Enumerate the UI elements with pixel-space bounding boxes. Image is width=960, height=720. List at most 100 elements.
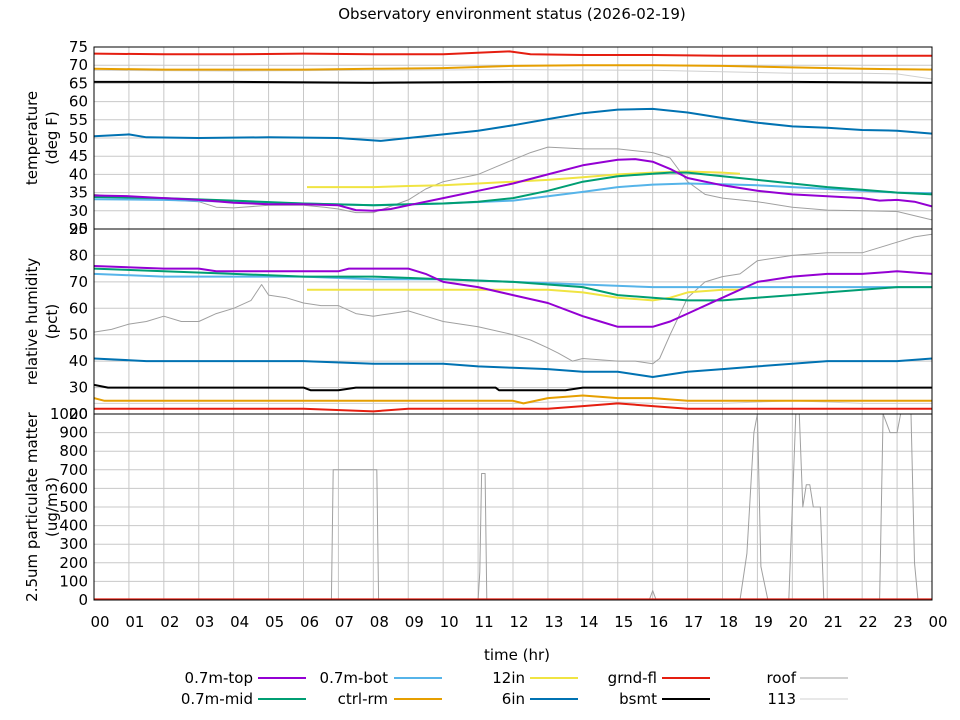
- humidity-series-113: [94, 400, 932, 404]
- humidity-y-tick-label-70: 70: [69, 273, 88, 291]
- x-tick-label-19: 19: [754, 613, 773, 631]
- panel-humidity: 20 30 40 50 60 70 80 90 relative humidity (pct): [23, 220, 933, 423]
- temperature-series-roof: [94, 146, 932, 221]
- x-tick-label-6: 06: [300, 613, 319, 631]
- humidity-series-roof: [94, 233, 932, 365]
- temperature-y-tick-label-75: 75: [69, 38, 88, 56]
- particulate-y-axis-title-line-2: (ug/m3): [43, 477, 61, 537]
- temperature-series-12in: [307, 170, 741, 189]
- legend-item-6in: 6in: [502, 690, 578, 708]
- x-tick-label-8: 08: [370, 613, 389, 631]
- legend-label-12in: 12in: [492, 669, 525, 687]
- x-tick-label-7: 07: [335, 613, 354, 631]
- x-tick-label-1: 01: [125, 613, 144, 631]
- temperature-y-axis-title-line-1: temperature: [23, 91, 41, 185]
- humidity-series-group: [94, 233, 932, 413]
- x-tick-label-13: 13: [544, 613, 563, 631]
- legend-item-roof: roof: [767, 669, 848, 687]
- chart-title: Observatory environment status (2026-02-…: [338, 5, 686, 23]
- humidity-y-tick-label-20: 20: [69, 405, 88, 423]
- x-tick-label-5: 05: [265, 613, 284, 631]
- legend-item-bsmt: bsmt: [619, 690, 710, 708]
- x-tick-label-11: 11: [475, 613, 494, 631]
- legend-label-0.7m-top: 0.7m-top: [185, 669, 253, 687]
- temperature-y-tick-label-40: 40: [69, 165, 88, 183]
- particulate-y-tick-label-700: 700: [59, 461, 88, 479]
- humidity-series-6in: [94, 357, 932, 378]
- chart-legend: 0.7m-top 0.7m-mid 0.7m-bot ctrl-rm 12in 6in gr…: [181, 669, 848, 708]
- x-tick-label-16: 16: [649, 613, 668, 631]
- legend-label-0.7m-mid: 0.7m-mid: [181, 690, 253, 708]
- legend-label-grnd-fl: grnd-fl: [608, 669, 657, 687]
- legend-item-12in: 12in: [492, 669, 578, 687]
- x-tick-label-18: 18: [719, 613, 738, 631]
- temperature-series-0.7m-top: [94, 158, 932, 212]
- legend-item-0.7m-bot: 0.7m-bot: [320, 669, 442, 687]
- temperature-series-113: [94, 69, 932, 80]
- x-tick-label-20: 20: [789, 613, 808, 631]
- x-tick-label-23: 23: [894, 613, 913, 631]
- legend-item-ctrl-rm: ctrl-rm: [338, 690, 442, 708]
- legend-label-bsmt: bsmt: [619, 690, 657, 708]
- particulate-y-tick-label-500: 500: [59, 498, 88, 516]
- humidity-series-bsmt: [94, 383, 932, 392]
- legend-label-6in: 6in: [502, 690, 525, 708]
- x-tick-label-24: 00: [928, 613, 947, 631]
- humidity-y-tick-label-60: 60: [69, 299, 88, 317]
- legend-label-roof: roof: [767, 669, 797, 687]
- particulate-y-tick-label-100: 100: [59, 572, 88, 590]
- humidity-y-axis-title-line-2: (pct): [43, 304, 61, 339]
- particulate-y-tick-label-400: 400: [59, 517, 88, 535]
- particulate-y-tick-label-300: 300: [59, 535, 88, 553]
- temperature-series-grnd-fl: [94, 50, 932, 57]
- x-tick-label-10: 10: [440, 613, 459, 631]
- temperature-series-6in: [94, 107, 932, 142]
- temperature-y-tick-label-55: 55: [69, 111, 88, 129]
- x-tick-label-3: 03: [195, 613, 214, 631]
- temperature-y-tick-label-25: 25: [69, 220, 88, 238]
- x-axis-title: time (hr): [484, 646, 550, 664]
- temperature-y-tick-label-35: 35: [69, 184, 88, 202]
- temperature-y-tick-label-30: 30: [69, 202, 88, 220]
- x-tick-label-15: 15: [614, 613, 633, 631]
- legend-label-ctrl-rm: ctrl-rm: [338, 690, 388, 708]
- legend-item-0.7m-top: 0.7m-top: [185, 669, 306, 687]
- humidity-y-tick-label-80: 80: [69, 246, 88, 264]
- humidity-series-0.7m-top: [94, 265, 932, 328]
- temperature-y-tick-label-60: 60: [69, 93, 88, 111]
- humidity-y-tick-label-90: 90: [69, 220, 88, 238]
- temperature-y-axis-title-line-2: (deg F): [43, 111, 61, 164]
- humidity-series-12in: [307, 288, 740, 302]
- x-tick-label-17: 17: [684, 613, 703, 631]
- legend-label-113: 113: [767, 690, 796, 708]
- humidity-y-tick-label-40: 40: [69, 352, 88, 370]
- x-tick-label-12: 12: [509, 613, 528, 631]
- particulate-y-tick-label-0: 0: [78, 591, 88, 609]
- x-tick-label-0: 00: [90, 613, 109, 631]
- x-tick-label-22: 22: [859, 613, 878, 631]
- legend-item-0.7m-mid: 0.7m-mid: [181, 690, 306, 708]
- temperature-y-tick-label-50: 50: [69, 129, 88, 147]
- humidity-series-grnd-fl: [94, 402, 932, 413]
- humidity-series-0.7m-mid: [94, 267, 932, 302]
- particulate-y-tick-label-900: 900: [59, 424, 88, 442]
- particulate-y-tick-label-600: 600: [59, 479, 88, 497]
- temperature-series-bsmt: [94, 80, 932, 84]
- humidity-y-axis-title-line-1: relative humidity: [23, 258, 41, 386]
- humidity-series-ctrl-rm: [94, 394, 932, 405]
- x-tick-label-21: 21: [824, 613, 843, 631]
- x-tick-label-14: 14: [579, 613, 598, 631]
- temperature-series-ctrl-rm: [94, 64, 932, 71]
- humidity-y-tick-label-50: 50: [69, 326, 88, 344]
- temperature-y-tick-label-70: 70: [69, 56, 88, 74]
- particulate-series-roof: [94, 414, 932, 600]
- particulate-y-tick-label-800: 800: [59, 442, 88, 460]
- temperature-series-group: [94, 50, 932, 221]
- legend-item-grnd-fl: grnd-fl: [608, 669, 710, 687]
- particulate-y-tick-label-1000: 1000: [50, 405, 88, 423]
- humidity-y-tick-label-30: 30: [69, 379, 88, 397]
- temperature-y-tick-label-65: 65: [69, 74, 88, 92]
